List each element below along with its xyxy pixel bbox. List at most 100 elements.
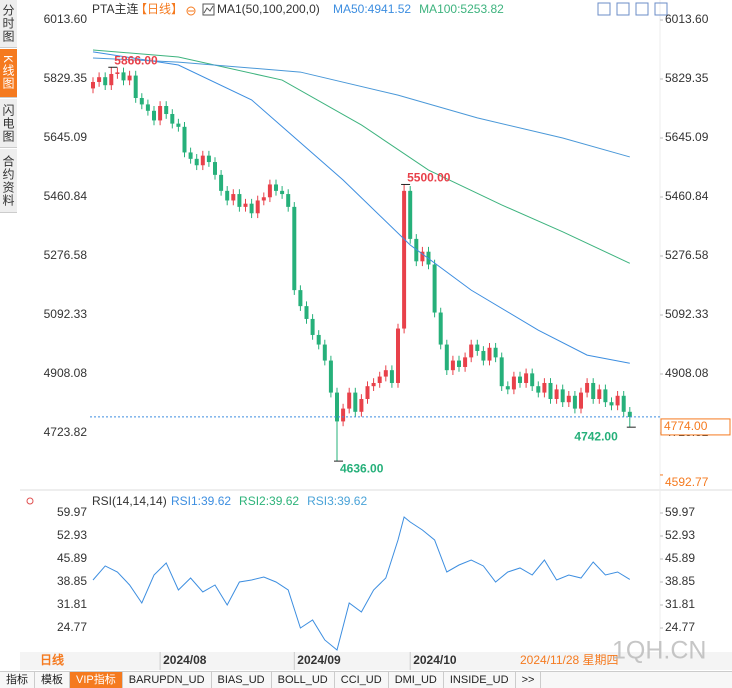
candle-body xyxy=(524,373,529,383)
y-tick-label: 38.85 xyxy=(57,574,87,588)
bottom-tab[interactable]: 指标 xyxy=(0,672,35,688)
candle-body xyxy=(530,373,535,387)
y-tick-label: 59.97 xyxy=(665,505,695,519)
candle-body xyxy=(518,376,522,383)
candle-body xyxy=(371,382,376,387)
candle-body xyxy=(219,174,224,191)
candle-body xyxy=(310,318,315,335)
indicator-icon[interactable] xyxy=(202,3,215,16)
candle-body xyxy=(243,203,248,207)
candle-body xyxy=(615,395,620,406)
candle-body xyxy=(493,347,498,358)
tool-button[interactable] xyxy=(616,2,630,16)
tab[interactable]: 分时图 xyxy=(0,0,17,48)
candle-body xyxy=(170,114,175,124)
candle-body xyxy=(103,77,108,86)
bottom-tab[interactable]: >> xyxy=(516,672,542,688)
candle-body xyxy=(255,200,260,214)
candle-body xyxy=(298,290,303,307)
candle-body xyxy=(469,344,474,358)
y-tick-label: 5460.84 xyxy=(44,189,88,203)
legend-entry: RSI1:39.62 xyxy=(171,494,231,508)
line xyxy=(92,51,630,364)
candle-body xyxy=(182,126,187,153)
candle-body xyxy=(206,155,211,163)
candle-body xyxy=(603,389,608,403)
tab[interactable]: 合约资料 xyxy=(0,149,17,213)
candle-body xyxy=(396,328,400,383)
bottom-tab[interactable]: BOLL_UD xyxy=(272,672,335,688)
bottom-tab[interactable]: VIP指标 xyxy=(70,672,123,688)
candle-body xyxy=(341,408,346,422)
candle-body xyxy=(432,264,437,313)
annotation: 4742.00 xyxy=(574,429,618,443)
y-tick-label: 52.93 xyxy=(665,528,695,542)
candle-body xyxy=(450,360,455,371)
candle-body xyxy=(408,190,413,239)
candle-body xyxy=(377,376,382,383)
candle-body xyxy=(109,73,114,86)
candle-body xyxy=(548,382,553,399)
tab[interactable]: K线图 xyxy=(0,49,17,98)
y-tick-label: 5645.09 xyxy=(665,130,709,144)
legend-entry: RSI3:39.62 xyxy=(307,494,367,508)
candle-body xyxy=(621,395,626,412)
tab[interactable]: 闪电图 xyxy=(0,99,17,148)
y-tick-label: 24.77 xyxy=(57,620,87,634)
candle-body xyxy=(499,357,504,387)
toggle-icon[interactable] xyxy=(186,6,196,16)
candle-body xyxy=(444,344,449,371)
candle-body xyxy=(286,194,291,207)
candle-body xyxy=(225,190,230,201)
low-label: 4592.77 xyxy=(665,475,709,489)
candle-body xyxy=(152,110,156,121)
annotation: 4636.00 xyxy=(340,461,384,475)
candle-body xyxy=(231,194,236,201)
tool-button[interactable] xyxy=(635,2,649,16)
bottom-tab[interactable]: DMI_UD xyxy=(389,672,444,688)
candle-body xyxy=(609,402,614,406)
candle-body xyxy=(249,203,254,214)
candle-body xyxy=(158,106,163,121)
candle-body xyxy=(420,251,425,262)
candle-body xyxy=(322,344,327,361)
x-tick-label: 2024/08 xyxy=(163,653,207,667)
candle-body xyxy=(463,357,468,367)
annotation: 5500.00 xyxy=(407,171,451,185)
rsi-title: RSI(14,14,14) xyxy=(92,494,167,508)
bottom-tab[interactable]: INSIDE_UD xyxy=(444,672,516,688)
candle-body xyxy=(389,370,394,383)
candle-body xyxy=(511,376,516,390)
indicator: MA1(50,100,200,0) xyxy=(217,2,320,16)
candle-body xyxy=(487,347,492,361)
y-tick-label: 5460.84 xyxy=(665,189,709,203)
candle-body xyxy=(237,194,242,207)
legend-entry: MA50:4941.52 xyxy=(333,2,411,16)
candle-body xyxy=(627,411,632,417)
tool-button[interactable] xyxy=(654,2,668,16)
bottom-tab[interactable]: BARUPDN_UD xyxy=(123,672,212,688)
bottom-tab[interactable]: BIAS_UD xyxy=(212,672,272,688)
candle-body xyxy=(97,77,102,82)
period-button[interactable]: 日线 xyxy=(40,652,64,667)
candle-body xyxy=(359,398,364,412)
candle-body xyxy=(481,350,486,361)
candle-body xyxy=(591,382,596,399)
y-tick-label: 24.77 xyxy=(665,620,695,634)
bottom-tab[interactable]: 模板 xyxy=(35,672,70,688)
line xyxy=(92,49,631,264)
y-tick-label: 52.93 xyxy=(57,528,87,542)
tool-button[interactable] xyxy=(597,2,611,16)
y-tick-label: 6013.60 xyxy=(665,12,709,26)
x-axis-band xyxy=(20,652,732,670)
candle-body xyxy=(536,386,541,393)
candle-body xyxy=(402,190,407,329)
candle-body xyxy=(91,81,95,89)
candle-body xyxy=(139,98,144,105)
candle-body xyxy=(457,360,461,367)
period: 【日线】 xyxy=(135,2,183,16)
candle-body xyxy=(133,75,138,99)
bottom-tab[interactable]: CCI_UD xyxy=(335,672,389,688)
y-tick-label: 5092.33 xyxy=(44,307,88,321)
